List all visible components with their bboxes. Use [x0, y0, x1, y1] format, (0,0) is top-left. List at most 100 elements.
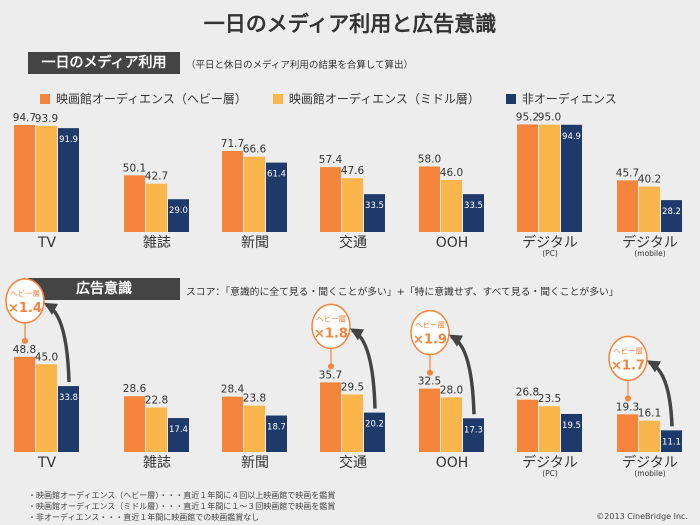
value-label: 29.5 — [341, 381, 364, 393]
arrow-head — [647, 360, 661, 373]
category-label: OOH — [436, 235, 469, 251]
bar — [617, 414, 638, 452]
legend-item-middle: 映画館オーディエンス（ミドル層） — [272, 90, 480, 107]
value-label: 28.2 — [662, 207, 681, 217]
value-label: 61.4 — [267, 170, 286, 180]
value-label: 42.7 — [145, 171, 168, 183]
bar — [320, 382, 341, 452]
bar — [364, 412, 385, 452]
value-label: 29.0 — [169, 206, 188, 216]
category-label: 交通 — [339, 454, 367, 471]
value-label: 94.7 — [13, 112, 36, 124]
value-label: 95.0 — [538, 112, 561, 124]
callout: ヘビー層 ×1.9 — [410, 309, 476, 415]
value-label: 95.2 — [516, 111, 539, 123]
callout: ヘビー層 ×1.4 — [5, 278, 71, 383]
value-label: 11.1 — [662, 437, 681, 447]
value-label: 28.0 — [440, 384, 463, 396]
value-label: 18.7 — [267, 423, 286, 433]
value-label: 48.8 — [13, 344, 36, 356]
category-label: TV — [37, 235, 57, 251]
category-sublabel: (mobile) — [634, 249, 665, 258]
value-label: 16.1 — [638, 408, 661, 420]
category-label: 交通 — [339, 234, 367, 251]
category-label: デジタル — [522, 454, 578, 471]
bar — [441, 180, 462, 232]
value-label: 32.5 — [418, 376, 441, 388]
value-label: 28.4 — [221, 384, 245, 396]
bar — [124, 396, 145, 452]
value-label: 28.6 — [123, 383, 147, 395]
legend: 映画館オーディエンス（ヘビー層） 映画館オーディエンス（ミドル層） 非オーディエ… — [40, 90, 617, 107]
value-label: 71.7 — [221, 138, 244, 150]
bar — [661, 200, 682, 232]
callout: ヘビー層 ×1.8 — [311, 303, 377, 409]
bar — [342, 394, 363, 452]
section-media-usage-note: （平日と休日のメディア利用の結果を合算して算出） — [186, 60, 414, 71]
value-label: 35.7 — [319, 369, 342, 381]
bar — [124, 175, 145, 232]
footnote: ・映画館オーディエンス（ミドル層）・・・直近１年間に１〜３回映画館で映画を鑑賞 — [28, 502, 336, 511]
bar — [639, 186, 660, 232]
value-label: 17.3 — [464, 425, 483, 435]
callout-value: ×1.4 — [8, 301, 42, 316]
footnotes: ・映画館オーディエンス（ヘビー層）・・・直近１年間に４回以上映画館で映画を鑑賞 … — [28, 490, 335, 523]
callout-label: ヘビー層 — [10, 289, 40, 298]
value-label: 22.8 — [145, 395, 168, 407]
bar — [342, 178, 363, 232]
callout-label: ヘビー層 — [316, 314, 346, 323]
legend-item-heavy: 映画館オーディエンス（ヘビー層） — [40, 90, 247, 107]
section-ad-awareness-label: 広告意識 — [28, 278, 180, 300]
bar — [146, 407, 167, 452]
value-label: 66.6 — [243, 144, 267, 156]
callout-value: ×1.8 — [314, 326, 348, 341]
bar — [517, 124, 538, 232]
page-title: 一日のメディア利用と広告意識 — [203, 12, 497, 36]
category-label: デジタル — [622, 234, 678, 251]
bar — [168, 418, 189, 452]
category-sublabel: (PC) — [542, 249, 558, 258]
bar — [639, 420, 660, 452]
bar — [146, 183, 167, 232]
bar — [517, 399, 538, 452]
category-label: 雑誌 — [143, 455, 171, 471]
value-label: 45.7 — [616, 167, 639, 179]
value-label: 19.3 — [616, 401, 639, 413]
category-label: TV — [37, 455, 57, 471]
section-ad-awareness-note: スコア：「意識的に全て見る・聞くことが多い」+「特に意識せず、すべて見る・聞くこ… — [186, 287, 619, 298]
bar — [244, 405, 265, 452]
value-label: 91.9 — [59, 135, 78, 145]
bar — [561, 413, 582, 452]
value-label: 17.4 — [169, 425, 188, 435]
value-label: 46.0 — [440, 167, 463, 179]
value-label: 23.5 — [538, 393, 561, 405]
footnote: ・映画館オーディエンス（ヘビー層）・・・直近１年間に４回以上映画館で映画を鑑賞 — [28, 491, 336, 500]
copyright: ©2013 CineBridge Inc. — [596, 512, 688, 521]
callout-label: ヘビー層 — [613, 346, 643, 355]
value-label: 47.6 — [341, 165, 365, 177]
value-label: 57.4 — [319, 154, 343, 166]
bar — [222, 150, 243, 232]
category-label: デジタル — [622, 454, 678, 471]
bar — [266, 415, 287, 452]
bar — [58, 386, 79, 452]
bar — [617, 180, 638, 232]
callout-label: ヘビー層 — [415, 321, 445, 330]
arrow-head — [350, 328, 364, 341]
bar — [539, 124, 560, 232]
bar — [14, 124, 35, 232]
arrow-head — [449, 334, 463, 347]
value-label: 20.2 — [365, 420, 384, 430]
bar — [222, 396, 243, 452]
bar — [463, 418, 484, 452]
value-label: 93.9 — [35, 113, 58, 125]
bar — [539, 406, 560, 452]
bar — [244, 156, 265, 232]
bar — [266, 162, 287, 232]
category-label: 新聞 — [241, 455, 269, 471]
callout-value: ×1.9 — [413, 333, 447, 348]
footnote: ・非オーディエンス・・・直近１年間に映画館での映画鑑賞なし — [28, 513, 260, 522]
value-label: 45.0 — [35, 351, 58, 363]
value-label: 58.0 — [418, 153, 441, 165]
